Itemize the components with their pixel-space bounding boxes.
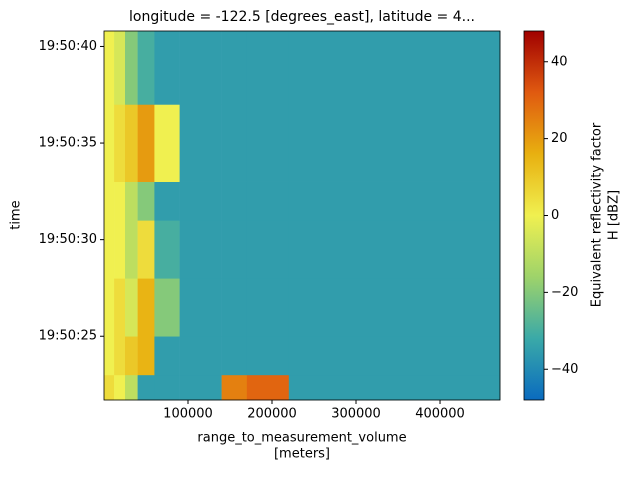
heatmap-cell	[137, 278, 155, 337]
heatmap-cell	[114, 220, 126, 279]
heatmap-cell	[114, 336, 126, 376]
heatmap-cell	[179, 220, 222, 279]
chart-title: longitude = -122.5 [degrees_east], latit…	[129, 9, 475, 25]
colorbar-tick-label: 40	[551, 54, 568, 69]
colorbar-tick-label: 0	[551, 208, 559, 223]
heatmap-cell	[114, 181, 126, 221]
heatmap-cell	[179, 336, 222, 376]
y-tick-label: 19:50:40	[39, 39, 97, 54]
heatmap-cell	[114, 104, 126, 182]
heatmap-cell	[104, 181, 115, 221]
heatmap-cell	[221, 374, 248, 401]
heatmap-cell	[221, 31, 248, 105]
colorbar-tick-label: 20	[551, 131, 568, 146]
heatmap-cell	[179, 31, 222, 105]
heatmap-cell	[137, 104, 155, 182]
heatmap-cell	[179, 374, 222, 401]
heatmap-cell	[137, 181, 155, 221]
heatmap-cell	[125, 278, 138, 337]
heatmap-cell	[154, 374, 180, 401]
heatmap-cell	[246, 278, 290, 337]
heatmap-cell	[137, 336, 155, 376]
heatmap-cell	[221, 336, 248, 376]
heatmap-cell	[221, 220, 248, 279]
heatmap-cell	[125, 220, 138, 279]
colorbar-label: Equivalent reflectivity factor	[590, 122, 605, 307]
heatmap-cell	[104, 31, 115, 105]
heatmap-cell	[179, 181, 222, 221]
heatmap-cell	[179, 104, 222, 182]
heatmap-cell	[125, 374, 138, 401]
x-axis-label: range_to_measurement_volume	[197, 431, 406, 446]
heatmap-cell	[125, 336, 138, 376]
heatmap-cell	[221, 181, 248, 221]
heatmap-cell	[221, 278, 248, 337]
heatmap-cell	[125, 181, 138, 221]
heatmap-cell	[246, 31, 290, 105]
heatmap-cell	[288, 374, 501, 401]
heatmap-cell	[221, 104, 248, 182]
heatmap-cell	[288, 31, 501, 105]
heatmap-cell	[246, 336, 290, 376]
heatmap-cell	[137, 31, 155, 105]
colorbar-tick-label: −20	[551, 285, 578, 300]
heatmap-cell	[154, 278, 180, 337]
heatmap-cell	[137, 220, 155, 279]
x-tick-label: 400000	[415, 407, 465, 422]
heatmap-cell	[154, 336, 180, 376]
heatmap-cell	[104, 336, 115, 376]
y-tick-label: 19:50:35	[39, 136, 97, 151]
heatmap-cell	[104, 220, 115, 279]
x-tick-label: 300000	[331, 407, 381, 422]
heatmap-cell	[288, 278, 501, 337]
heatmap-cell	[104, 104, 115, 182]
heatmap-cell	[114, 31, 126, 105]
colorbar-label: H [dBZ]	[607, 190, 622, 240]
heatmap-cell	[246, 104, 290, 182]
heatmap-cell	[104, 374, 115, 401]
heatmap-cell	[246, 374, 290, 401]
heatmap-cell	[288, 104, 501, 182]
heatmap-cell	[154, 181, 180, 221]
y-axis-label: time	[9, 200, 24, 229]
x-tick-label: 100000	[163, 407, 213, 422]
x-tick-label: 200000	[247, 407, 297, 422]
heatmap-cell	[154, 104, 180, 182]
colorbar	[523, 30, 545, 401]
heatmap-cell	[154, 31, 180, 105]
heatmap-cell	[179, 278, 222, 337]
heatmap-cell	[288, 220, 501, 279]
y-tick-label: 19:50:25	[39, 329, 97, 344]
y-tick-label: 19:50:30	[39, 232, 97, 247]
heatmap-cell	[125, 31, 138, 105]
heatmap-cell	[246, 220, 290, 279]
colorbar-tick-label: −40	[551, 362, 578, 377]
heatmap-cell	[137, 374, 155, 401]
heatmap-cell	[125, 104, 138, 182]
x-axis-label: [meters]	[274, 447, 330, 462]
plot-frame	[103, 30, 501, 401]
heatmap-cell	[114, 374, 126, 401]
heatmap-cell	[154, 220, 180, 279]
heatmap-cell	[114, 278, 126, 337]
heatmap-cell	[288, 181, 501, 221]
heatmap-cell	[246, 181, 290, 221]
heatmap-cell	[288, 336, 501, 376]
heatmap-cell	[104, 278, 115, 337]
